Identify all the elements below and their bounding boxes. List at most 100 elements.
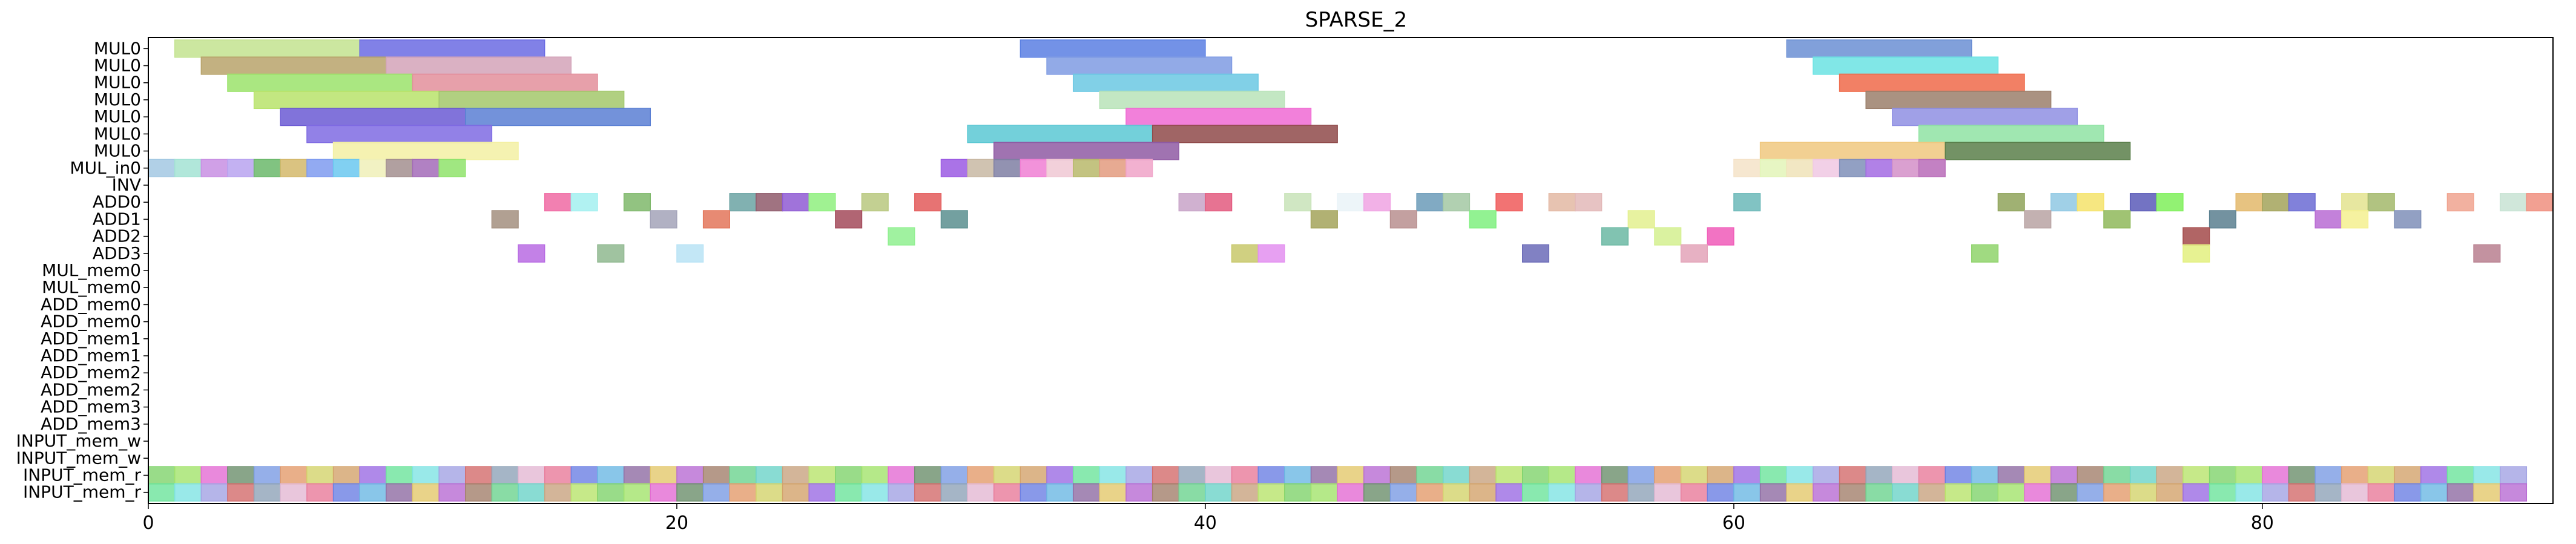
- task-bar: [1151, 483, 1179, 502]
- task-bar: [1575, 483, 1603, 502]
- task-bar: [1337, 193, 1365, 212]
- task-bar: [702, 483, 730, 502]
- task-bar: [438, 466, 466, 485]
- task-bar: [2182, 466, 2210, 485]
- task-bar: [306, 125, 493, 143]
- task-bar: [2314, 483, 2342, 502]
- task-bar: [993, 466, 1021, 485]
- task-bar: [2420, 466, 2448, 485]
- task-bar: [1892, 159, 1920, 177]
- task-bar: [650, 210, 677, 229]
- task-bar: [2129, 483, 2157, 502]
- task-bar: [1680, 483, 1708, 502]
- task-bar: [1020, 159, 1047, 177]
- task-bar: [1627, 483, 1655, 502]
- task-bar: [1151, 466, 1179, 485]
- task-bar: [1389, 466, 1417, 485]
- row-label: INPUT_mem_r: [23, 465, 141, 485]
- task-bar: [2367, 466, 2395, 485]
- task-bar: [2394, 210, 2422, 229]
- task-bar: [1363, 466, 1391, 485]
- task-bar: [1707, 466, 1734, 485]
- task-bar: [2077, 193, 2104, 212]
- row-label: MUL_mem0: [42, 277, 141, 297]
- task-bar: [1257, 483, 1285, 502]
- task-bar: [570, 466, 598, 485]
- task-bar: [1971, 466, 1999, 485]
- task-bar: [2262, 483, 2290, 502]
- row-label: ADD2: [93, 226, 141, 246]
- task-bar: [2129, 466, 2157, 485]
- task-bar: [1813, 56, 1999, 75]
- task-bar: [386, 159, 413, 177]
- task-bar: [1310, 210, 1338, 229]
- task-bar: [2024, 466, 2052, 485]
- task-bar: [1469, 466, 1497, 485]
- task-bar: [1257, 244, 1285, 263]
- task-bar: [1548, 483, 1576, 502]
- task-bar: [280, 483, 308, 502]
- task-bar: [2050, 466, 2078, 485]
- task-bar: [967, 159, 995, 177]
- row-label: MUL_mem0: [42, 260, 141, 280]
- task-bar: [2209, 210, 2236, 229]
- task-bar: [1813, 483, 1840, 502]
- task-bar: [993, 142, 1179, 160]
- task-bar: [491, 210, 519, 229]
- task-bar: [1337, 466, 1365, 485]
- task-bar: [2341, 483, 2369, 502]
- task-bar: [2420, 483, 2448, 502]
- task-bar: [1495, 193, 1523, 212]
- task-bar: [412, 483, 440, 502]
- task-bar: [914, 483, 942, 502]
- task-bar: [1257, 466, 1285, 485]
- task-bar: [808, 193, 836, 212]
- x-tick-label: 40: [1194, 513, 1217, 534]
- task-bar: [2500, 483, 2528, 502]
- task-bar: [1918, 125, 2104, 143]
- task-bar: [2341, 210, 2369, 229]
- task-bar: [1416, 466, 1444, 485]
- task-bar: [1839, 466, 1866, 485]
- task-bar: [1522, 483, 1550, 502]
- task-bar: [438, 90, 625, 110]
- task-bar: [1363, 193, 1391, 212]
- task-bar: [1099, 483, 1127, 502]
- task-bar: [1522, 466, 1550, 485]
- task-bar: [1363, 483, 1391, 502]
- task-bar: [1310, 483, 1338, 502]
- task-bar: [2050, 193, 2078, 212]
- task-bar: [1125, 466, 1153, 485]
- task-bar: [148, 466, 176, 485]
- task-bar: [2182, 244, 2210, 263]
- task-bar: [2156, 193, 2184, 212]
- task-bar: [1733, 193, 1761, 212]
- row-label: INPUT_mem_w: [16, 431, 141, 451]
- task-bar: [2156, 483, 2184, 502]
- task-bar: [1416, 193, 1444, 212]
- task-bar: [1759, 483, 1787, 502]
- task-bar: [1205, 466, 1233, 485]
- task-bar: [597, 244, 625, 263]
- task-bar: [1522, 244, 1550, 263]
- task-bar: [2446, 483, 2474, 502]
- task-bar: [227, 483, 255, 502]
- task-bars: [148, 39, 2554, 502]
- task-bar: [465, 466, 493, 485]
- task-bar: [227, 466, 255, 485]
- task-bar: [1733, 159, 1761, 177]
- task-bar: [702, 466, 730, 485]
- task-bar: [1284, 483, 1312, 502]
- task-bar: [2367, 193, 2395, 212]
- task-bar: [1495, 466, 1523, 485]
- task-bar: [2050, 483, 2078, 502]
- task-bar: [1099, 466, 1127, 485]
- row-label: INV: [112, 175, 141, 195]
- task-bar: [1839, 483, 1866, 502]
- task-bar: [729, 466, 757, 485]
- task-bar: [1945, 483, 1972, 502]
- task-bar: [2209, 483, 2236, 502]
- task-bar: [1865, 466, 1893, 485]
- task-bar: [1284, 193, 1312, 212]
- task-bar: [306, 466, 334, 485]
